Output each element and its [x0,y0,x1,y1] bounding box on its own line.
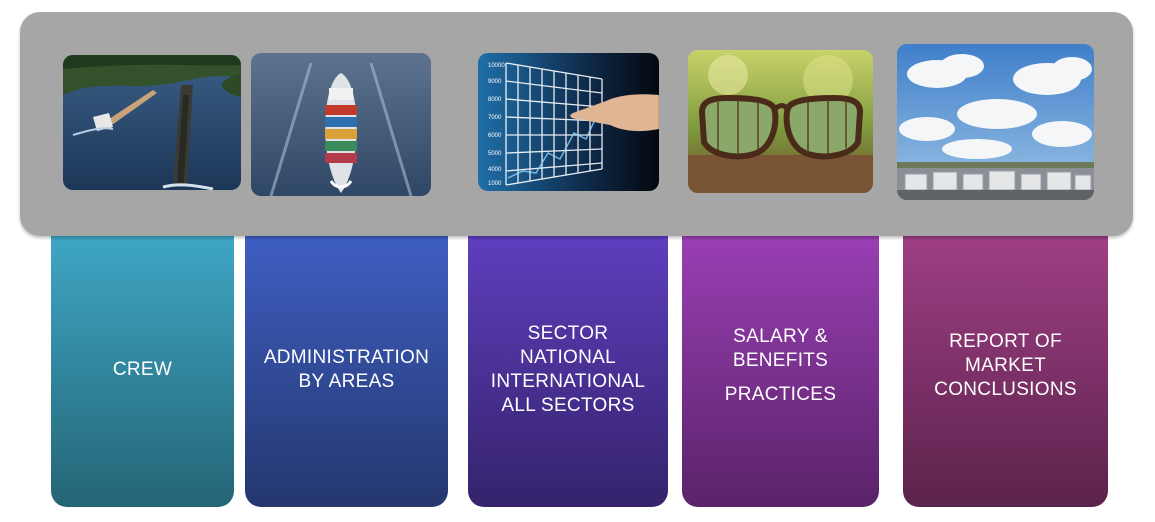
card-sector-line-4: ALL SECTORS [501,394,635,416]
eyeglasses-forest-image [688,50,873,193]
card-salary-line-3: PRACTICES [724,383,837,405]
card-sector-line-1: SECTOR [527,322,609,344]
chart-tick-label: 9000 [488,79,502,85]
card-report: REPORT OF MARKET CONCLUSIONS [903,232,1108,507]
card-salary-benefits: SALARY & BENEFITS PRACTICES [682,232,879,507]
card-sector-line-3: INTERNATIONAL [490,370,646,392]
card-sector-line-2: NATIONAL [519,346,616,368]
chart-tick-label: 1000 [488,181,502,187]
chart-tick-label: 5000 [488,151,502,157]
card-administration: ADMINISTRATION BY AREAS [245,232,448,507]
card-salary-line-1: SALARY & [733,325,828,347]
card-sector: SECTOR NATIONAL INTERNATIONAL ALL SECTOR… [468,232,668,507]
chart-tick-label: 10000 [488,63,505,69]
card-crew-label: CREW [112,358,173,380]
chart-tick-label: 7000 [488,115,502,121]
card-salary-line-2: BENEFITS [732,349,829,371]
card-report-line-1: REPORT OF [949,330,1062,352]
touchscreen-chart-image: 10000 9000 8000 7000 6000 5000 4000 1000 [478,53,659,191]
chart-tick-label: 8000 [488,97,502,103]
sky-storage-tanks-image [897,44,1094,200]
chart-tick-label: 4000 [488,167,502,173]
container-ship-image [251,53,431,196]
chart-tick-label: 6000 [488,133,502,139]
card-crew: CREW [51,232,234,507]
card-administration-line-1: ADMINISTRATION [263,346,430,368]
card-administration-line-2: BY AREAS [298,370,395,392]
river-barges-image [63,55,241,190]
card-report-line-3: CONCLUSIONS [934,378,1077,400]
card-report-line-2: MARKET [965,354,1046,376]
